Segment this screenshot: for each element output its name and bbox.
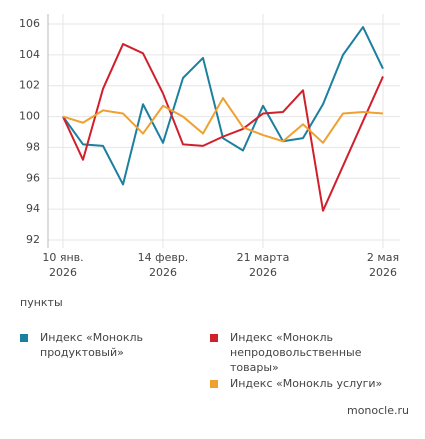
y-tick-label: 104 xyxy=(19,48,40,61)
legend-item: Индекс «Монокль услуги» xyxy=(210,376,420,391)
legend-swatch xyxy=(20,334,28,342)
y-tick-label: 106 xyxy=(19,17,40,30)
legend-label: Индекс «Монокль продуктовый» xyxy=(40,331,144,359)
legend-item: Индекс «Монокль непродовольственные това… xyxy=(210,330,410,375)
y-tick-label: 102 xyxy=(19,79,40,92)
line-series xyxy=(62,26,384,186)
y-tick-label: 100 xyxy=(19,110,40,123)
source: monocle.ru xyxy=(346,404,409,417)
x-tick-label: 10 янв. 2026 xyxy=(42,251,84,279)
x-tick-label: 21 марта 2026 xyxy=(236,251,290,279)
x-tick-label: 2 мая 2026 xyxy=(366,251,400,279)
legend-swatch xyxy=(210,380,218,388)
line-series xyxy=(62,43,384,212)
x-tick-label: 14 февр. 2026 xyxy=(137,251,189,279)
legend-label: Индекс «Монокль услуги» xyxy=(230,377,383,390)
legend-item: Индекс «Монокль продуктовый» xyxy=(20,330,200,360)
y-tick-label: 92 xyxy=(26,233,40,246)
line-series xyxy=(62,97,384,144)
y-tick-label: 94 xyxy=(26,202,40,215)
y-tick-label: 98 xyxy=(26,140,40,153)
legend-swatch xyxy=(210,334,218,342)
plot: 92 94 96 98 100 102 104 106 xyxy=(19,14,400,248)
y-tick-label: 96 xyxy=(26,171,40,184)
legend-label: Индекс «Монокль непродовольственные това… xyxy=(230,331,362,374)
y-axis-label: пункты xyxy=(20,296,63,309)
